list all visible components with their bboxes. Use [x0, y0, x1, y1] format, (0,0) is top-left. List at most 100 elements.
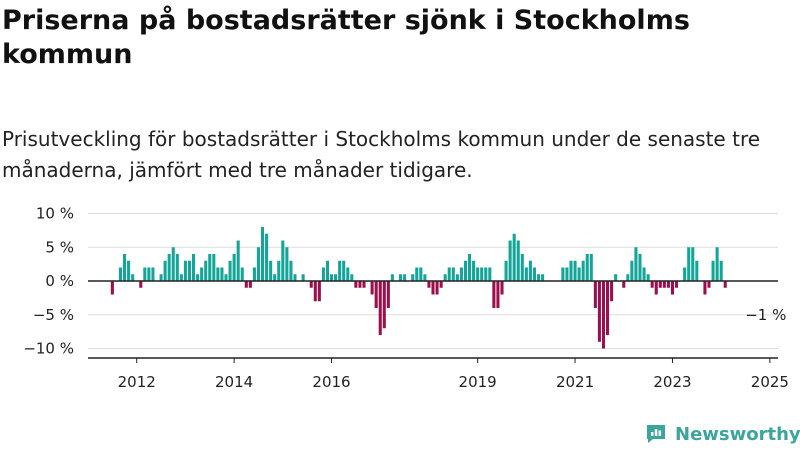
- bar: [220, 267, 224, 281]
- bar: [455, 274, 459, 281]
- bar: [325, 260, 329, 281]
- bar: [334, 274, 338, 281]
- bar: [520, 254, 524, 281]
- bar: [703, 281, 707, 295]
- x-tick-label: 2023: [653, 373, 691, 391]
- bar: [585, 254, 589, 281]
- x-tick-label: 2021: [556, 373, 594, 391]
- bar: [321, 267, 325, 281]
- bar: [601, 281, 605, 349]
- bar: [500, 281, 504, 295]
- bar: [435, 281, 439, 295]
- x-tick-label: 2019: [459, 373, 497, 391]
- bar: [236, 240, 240, 281]
- bar: [151, 267, 155, 281]
- bar: [123, 254, 127, 281]
- bar: [293, 274, 297, 281]
- bar: [285, 247, 289, 281]
- bar: [427, 281, 431, 288]
- bar: [614, 274, 618, 281]
- bar: [200, 267, 204, 281]
- bar: [484, 267, 488, 281]
- bar: [439, 281, 443, 288]
- bar: [399, 274, 403, 281]
- bar: [354, 281, 358, 288]
- x-axis: 2012 2014 2016 2019 2021 2023 2025: [88, 357, 789, 391]
- bar: [171, 247, 175, 281]
- bar: [313, 281, 317, 302]
- x-tick-label: 2025: [751, 373, 789, 391]
- bar: [504, 260, 508, 281]
- bar: [350, 274, 354, 281]
- bar: [192, 254, 196, 281]
- bar: [139, 281, 143, 288]
- bar: [204, 260, 208, 281]
- bar: [228, 260, 232, 281]
- bar: [183, 260, 187, 281]
- bar: [232, 254, 236, 281]
- bar: [261, 227, 265, 281]
- bar: [723, 281, 727, 288]
- bar: [277, 260, 281, 281]
- bar: [159, 274, 163, 281]
- bar: [630, 260, 634, 281]
- bar: [252, 267, 256, 281]
- bar: [358, 281, 362, 288]
- bar: [459, 267, 463, 281]
- bar: [488, 267, 492, 281]
- bar: [528, 260, 532, 281]
- bar: [147, 267, 151, 281]
- bar: [143, 267, 147, 281]
- bar: [468, 254, 472, 281]
- bar: [224, 274, 228, 281]
- bar: [167, 254, 171, 281]
- chart-title: Priserna på bostadsrätter sjönk i Stockh…: [2, 5, 690, 70]
- bar: [179, 274, 183, 281]
- bar: [248, 281, 252, 288]
- latest-value-label: −1 %: [745, 306, 786, 324]
- bar: [695, 260, 699, 281]
- bar: [403, 274, 407, 281]
- bar: [419, 267, 423, 281]
- bar: [415, 267, 419, 281]
- bar: [691, 247, 695, 281]
- bar: [330, 274, 334, 281]
- bar: [317, 281, 321, 302]
- bar: [634, 247, 638, 281]
- bar: [265, 233, 269, 281]
- bar: [577, 267, 581, 281]
- bar: [374, 281, 378, 308]
- bar: [196, 274, 200, 281]
- bar: [390, 274, 394, 281]
- bar: [593, 281, 597, 308]
- bar: [666, 281, 670, 288]
- bar: [386, 281, 390, 308]
- bar: [447, 267, 451, 281]
- bar: [301, 274, 305, 281]
- bar-chart: 10 % 5 % 0 % −5 % −10 % 2012 2014 2016 2019 2021…: [23, 205, 789, 392]
- bar: [711, 260, 715, 281]
- bar: [516, 240, 520, 281]
- bar: [216, 267, 220, 281]
- bar: [642, 267, 646, 281]
- bar: [561, 267, 565, 281]
- bar: [707, 281, 711, 288]
- bar: [537, 274, 541, 281]
- bar: [524, 267, 528, 281]
- bar: [532, 267, 536, 281]
- bar: [512, 233, 516, 281]
- bar: [606, 281, 610, 335]
- bar: [715, 247, 719, 281]
- bar: [281, 240, 285, 281]
- bar: [175, 254, 179, 281]
- bar: [646, 274, 650, 281]
- bar: [662, 281, 666, 288]
- bar: [269, 260, 273, 281]
- bar: [208, 254, 212, 281]
- bar: [683, 267, 687, 281]
- bar: [638, 254, 642, 281]
- bar: [573, 260, 577, 281]
- bar: [463, 260, 467, 281]
- brand: Newsworthy: [644, 420, 800, 448]
- bar: [370, 281, 374, 295]
